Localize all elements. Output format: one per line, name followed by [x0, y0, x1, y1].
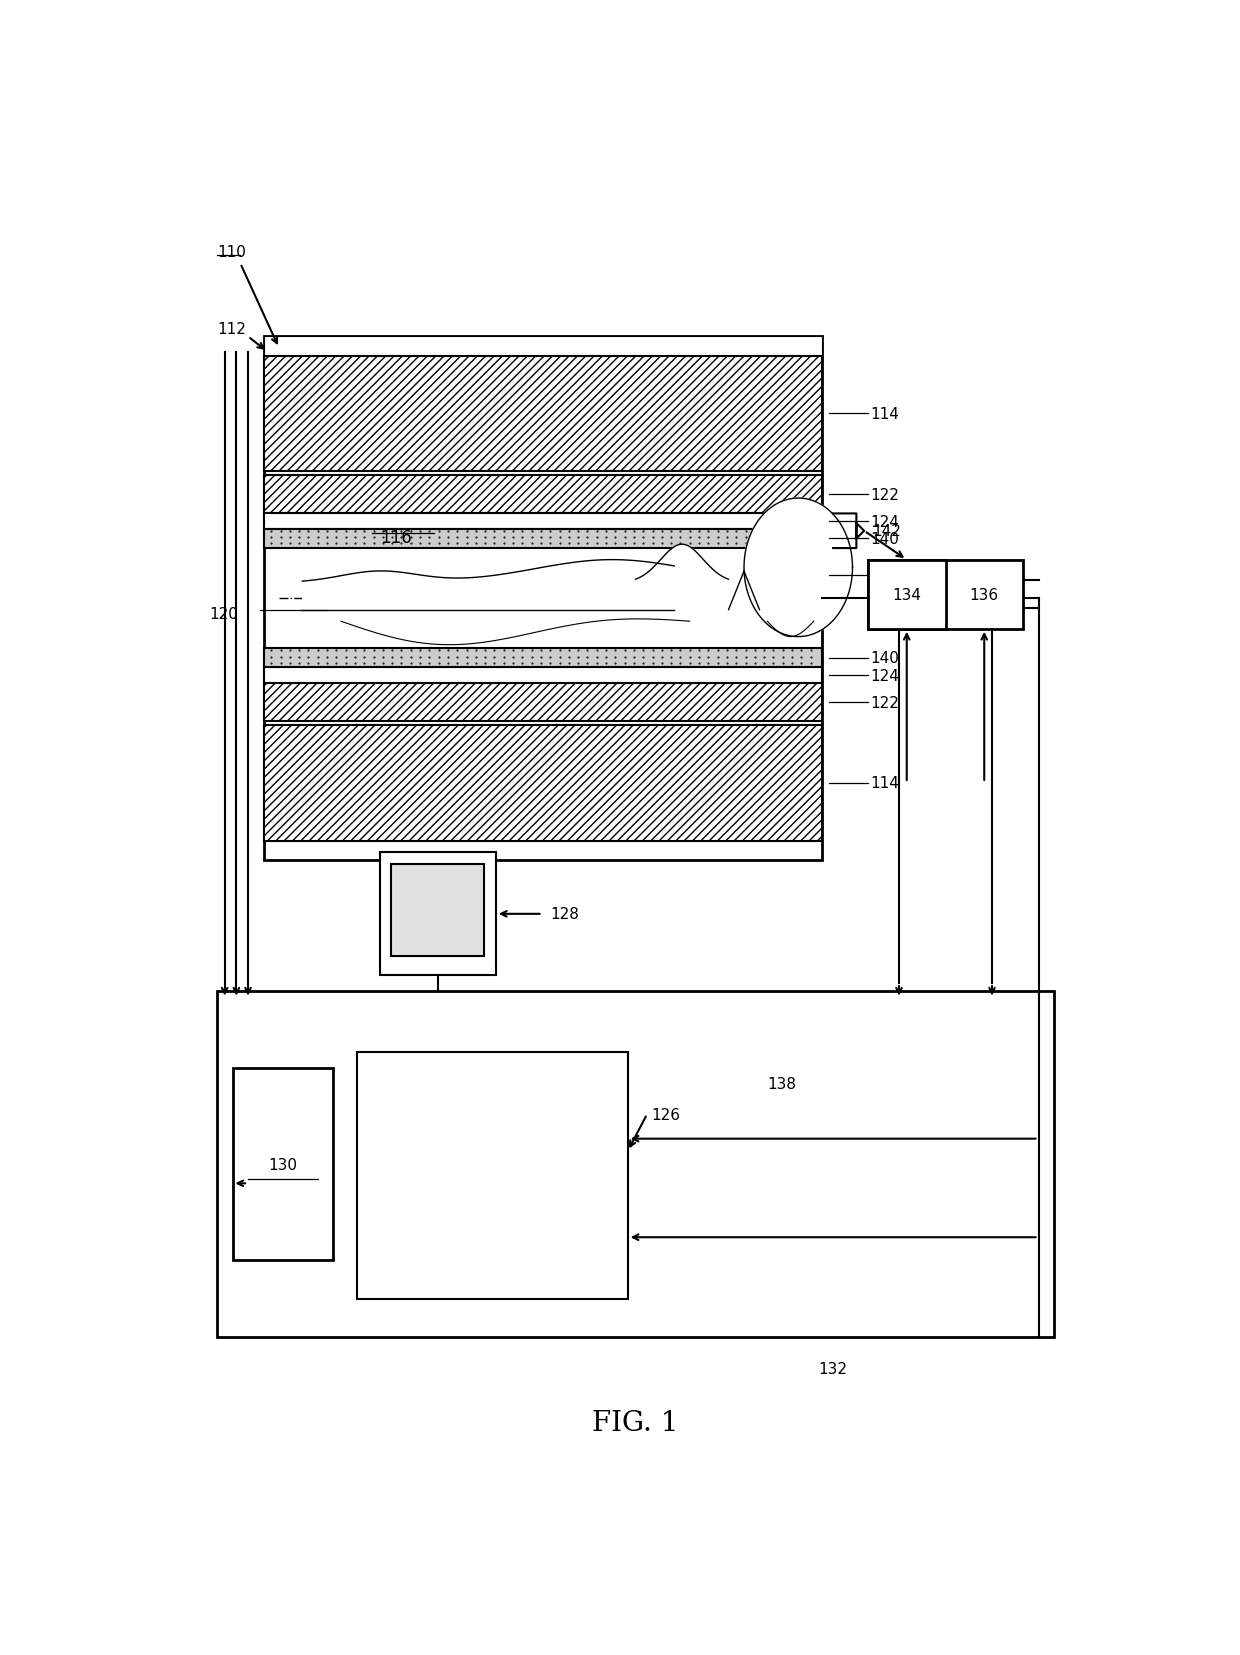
Text: 140: 140 [870, 531, 899, 546]
Bar [868, 561, 1023, 629]
Text: 118: 118 [870, 568, 899, 583]
Text: 134: 134 [893, 588, 921, 602]
Text: 112: 112 [217, 323, 246, 338]
Text: 132: 132 [818, 1360, 848, 1375]
Polygon shape [744, 498, 853, 637]
Bar [263, 515, 821, 530]
Bar [263, 475, 821, 515]
Text: 122: 122 [870, 695, 899, 710]
Bar [263, 338, 821, 861]
Text: FIG. 1: FIG. 1 [593, 1408, 678, 1435]
Text: 142: 142 [872, 525, 900, 540]
Bar [263, 684, 821, 722]
Bar [263, 669, 821, 684]
Text: 140: 140 [870, 650, 899, 665]
Bar [263, 530, 821, 549]
Bar [379, 852, 496, 976]
Text: 126: 126 [651, 1107, 680, 1122]
Bar [263, 727, 821, 841]
Bar [263, 338, 821, 356]
Text: 122: 122 [870, 487, 899, 503]
Text: 124: 124 [870, 515, 899, 530]
Bar [357, 1053, 627, 1299]
Text: 114: 114 [870, 407, 899, 422]
Text: 136: 136 [970, 588, 998, 602]
Bar [233, 1067, 334, 1261]
Bar [263, 649, 821, 669]
Text: 130: 130 [268, 1157, 298, 1172]
Bar [392, 864, 485, 957]
Text: 138: 138 [768, 1076, 796, 1091]
Text: 120: 120 [210, 607, 238, 622]
Text: 116: 116 [379, 528, 412, 546]
Bar [868, 561, 945, 629]
Bar [263, 356, 821, 472]
Text: 124: 124 [870, 669, 899, 684]
Text: 110: 110 [217, 245, 246, 260]
Bar [217, 991, 1054, 1337]
Text: 128: 128 [551, 907, 579, 922]
Text: 114: 114 [870, 776, 899, 791]
